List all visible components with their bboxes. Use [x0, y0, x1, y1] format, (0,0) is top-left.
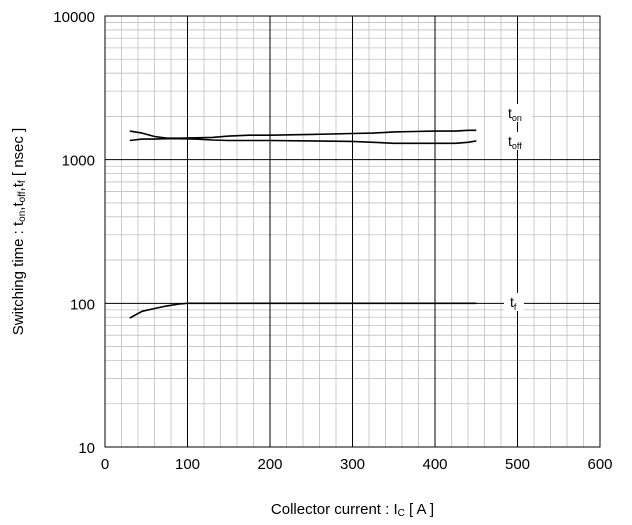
series-label-bg: [502, 132, 532, 150]
y-tick-labels: 10 100 1000 10000: [53, 9, 95, 457]
series-label-bg: [504, 293, 524, 311]
y-tick-label: 10: [78, 440, 95, 457]
x-tick-label: 0: [101, 456, 109, 473]
y-axis-title: Switching time : ton,toff,tf [ nsec ]: [10, 128, 28, 335]
x-tick-labels: 0 100 200 300 400 500 600: [101, 456, 613, 473]
x-tick-label: 200: [257, 456, 282, 473]
x-axis-title: Collector current : IC [ A ]: [271, 501, 434, 519]
x-tick-label: 400: [422, 456, 447, 473]
x-tick-label: 500: [505, 456, 530, 473]
y-tick-label: 100: [70, 296, 95, 313]
x-tick-label: 300: [340, 456, 365, 473]
series-line-t-off: [129, 137, 477, 145]
x-tick-label: 600: [587, 456, 612, 473]
y-tick-label: 1000: [62, 153, 95, 170]
x-tick-label: 100: [175, 456, 200, 473]
series-label-t-off: toff: [508, 133, 522, 151]
series-label-t-on: ton: [508, 105, 522, 123]
series-label-bg: [502, 104, 532, 122]
plot-frame: [104, 15, 601, 448]
series-group: [129, 129, 477, 319]
series-line-t-f: [129, 302, 477, 319]
series-label-t-f: tf: [510, 294, 517, 312]
y-tick-label: 10000: [53, 9, 95, 26]
series-labels: ton toff tf: [502, 104, 532, 312]
